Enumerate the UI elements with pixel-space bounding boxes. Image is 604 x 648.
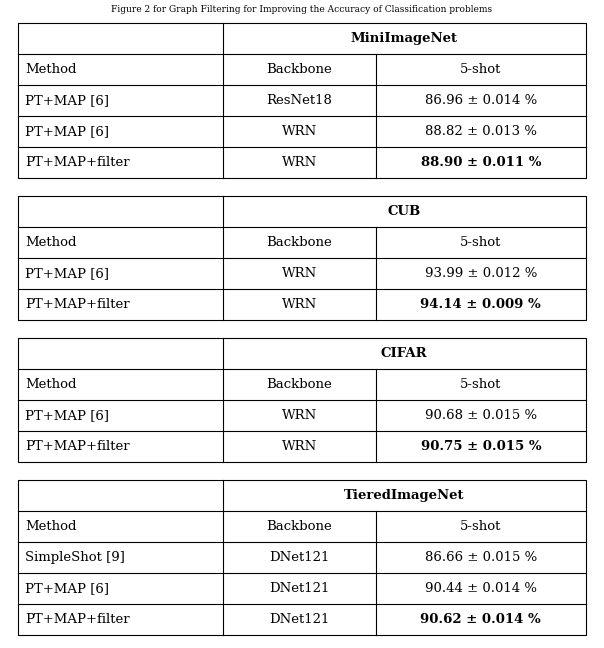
- Text: 5-shot: 5-shot: [460, 520, 501, 533]
- Text: WRN: WRN: [281, 297, 316, 310]
- Text: PT+MAP [6]: PT+MAP [6]: [25, 267, 109, 280]
- Text: DNet121: DNet121: [269, 612, 329, 626]
- Text: Method: Method: [25, 63, 77, 76]
- Text: 88.82 ± 0.013 %: 88.82 ± 0.013 %: [425, 124, 537, 137]
- Text: 94.14 ± 0.009 %: 94.14 ± 0.009 %: [420, 297, 541, 310]
- Text: SimpleShot [9]: SimpleShot [9]: [25, 551, 125, 564]
- Text: 86.66 ± 0.015 %: 86.66 ± 0.015 %: [425, 551, 537, 564]
- Text: CIFAR: CIFAR: [381, 347, 428, 360]
- Text: WRN: WRN: [281, 156, 316, 168]
- Text: 93.99 ± 0.012 %: 93.99 ± 0.012 %: [425, 267, 537, 280]
- Text: PT+MAP+filter: PT+MAP+filter: [25, 612, 130, 626]
- Text: 90.62 ± 0.014 %: 90.62 ± 0.014 %: [420, 612, 541, 626]
- Text: DNet121: DNet121: [269, 582, 329, 595]
- Text: 90.68 ± 0.015 %: 90.68 ± 0.015 %: [425, 409, 537, 422]
- Text: PT+MAP [6]: PT+MAP [6]: [25, 94, 109, 107]
- Text: TieredImageNet: TieredImageNet: [344, 489, 464, 502]
- Text: PT+MAP+filter: PT+MAP+filter: [25, 297, 130, 310]
- Text: PT+MAP [6]: PT+MAP [6]: [25, 124, 109, 137]
- Text: Backbone: Backbone: [266, 63, 332, 76]
- Text: PT+MAP+filter: PT+MAP+filter: [25, 156, 130, 168]
- Text: MiniImageNet: MiniImageNet: [351, 32, 458, 45]
- Text: Method: Method: [25, 520, 77, 533]
- Bar: [18, 338, 586, 461]
- Text: 90.44 ± 0.014 %: 90.44 ± 0.014 %: [425, 582, 537, 595]
- Text: PT+MAP+filter: PT+MAP+filter: [25, 440, 130, 453]
- Text: PT+MAP [6]: PT+MAP [6]: [25, 409, 109, 422]
- Text: Method: Method: [25, 236, 77, 249]
- Text: Backbone: Backbone: [266, 378, 332, 391]
- Text: 86.96 ± 0.014 %: 86.96 ± 0.014 %: [425, 94, 537, 107]
- Text: Method: Method: [25, 378, 77, 391]
- Text: PT+MAP [6]: PT+MAP [6]: [25, 582, 109, 595]
- Text: Figure 2 for Graph Filtering for Improving the Accuracy of Classification proble: Figure 2 for Graph Filtering for Improvi…: [111, 5, 493, 14]
- Text: Backbone: Backbone: [266, 236, 332, 249]
- Bar: [18, 480, 586, 634]
- Text: 90.75 ± 0.015 %: 90.75 ± 0.015 %: [420, 440, 541, 453]
- Text: 5-shot: 5-shot: [460, 236, 501, 249]
- Text: Backbone: Backbone: [266, 520, 332, 533]
- Bar: [18, 196, 586, 319]
- Text: ResNet18: ResNet18: [266, 94, 332, 107]
- Text: WRN: WRN: [281, 124, 316, 137]
- Text: 88.90 ± 0.011 %: 88.90 ± 0.011 %: [420, 156, 541, 168]
- Text: CUB: CUB: [388, 205, 421, 218]
- Text: DNet121: DNet121: [269, 551, 329, 564]
- Text: WRN: WRN: [281, 267, 316, 280]
- Bar: [18, 23, 586, 178]
- Text: WRN: WRN: [281, 409, 316, 422]
- Text: 5-shot: 5-shot: [460, 378, 501, 391]
- Text: 5-shot: 5-shot: [460, 63, 501, 76]
- Text: WRN: WRN: [281, 440, 316, 453]
